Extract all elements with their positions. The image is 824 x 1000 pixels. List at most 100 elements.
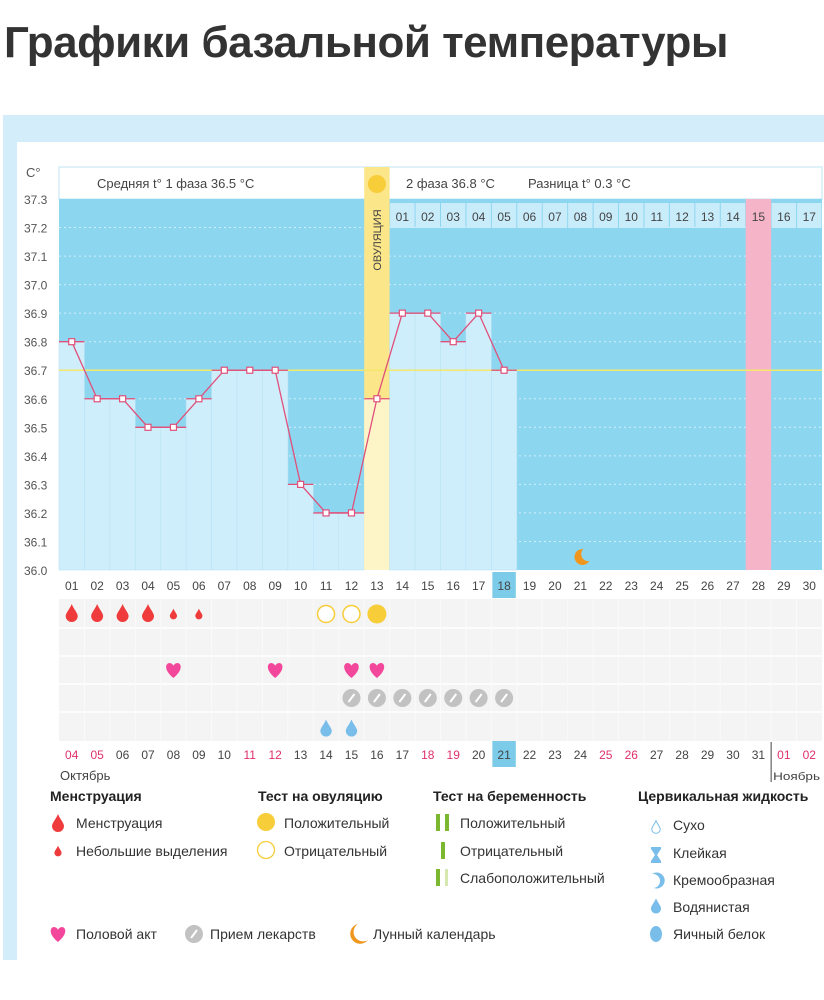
cycle-day-label: 04 [141,579,155,593]
calendar-date-label: 07 [141,748,155,762]
legend-preg-positive-icon-2 [445,814,449,831]
cycle-day-label: 03 [116,579,130,593]
legend-ov-negative: Отрицательный [284,843,388,859]
pill-score [449,693,458,703]
temperature-bar [440,341,467,571]
legend-sticky: Клейкая [673,845,727,861]
cycle-day-label: 11 [320,579,333,593]
legend-dry-icon [651,819,661,834]
temperature-bar [135,427,162,571]
calendar-date-label: 29 [701,748,715,762]
calendar-date-label: 23 [548,748,562,762]
cycle-day-label: 25 [675,579,689,593]
calendar-date-label: 01 [777,748,791,762]
temperature-point [347,509,356,517]
calendar-date-label: 20 [472,748,486,762]
phase2-day-cell [720,203,746,228]
phase2-day-cell [619,203,644,228]
calendar-date-label: 13 [294,748,308,762]
phase2-day-cell [568,203,593,228]
phase2-day-cell [517,203,542,228]
phase2-day-label: 06 [523,210,537,224]
ovulation-test-negative-icon [316,604,336,624]
calendar-date-label: 25 [599,748,613,762]
highlighted-phase2-day-column [745,199,772,570]
legend-menstruation-icon [52,814,64,832]
calendar-date-label: 04 [65,748,79,762]
legend-ov-positive-icon [257,813,275,831]
temperature-point [424,309,432,317]
legend-menstruation: Менструация [76,815,163,831]
calendar-date-label: 24 [574,748,588,762]
pill-score [398,693,407,703]
phase2-day-label: 07 [548,210,562,224]
cycle-day-label: 08 [243,579,257,593]
temperature-bar [211,369,238,571]
calendar-date-label: 16 [370,748,384,762]
pill-score [347,693,356,703]
temperature-point [297,480,305,488]
temperature-point [195,395,203,403]
temperature-point [144,423,152,431]
calendar-date-label: 19 [447,748,461,762]
y-tick-label: 36.8 [24,336,48,350]
calendar-date-label: 21 [497,748,511,762]
phase2-day-label: 08 [574,210,588,224]
temperature-bar [160,427,187,571]
phase2-day-cell [746,203,771,228]
phase2-day-label: 10 [625,210,639,224]
y-tick-label: 36.5 [24,421,48,435]
calendar-date-label: 30 [726,748,740,762]
phase2-day-label: 13 [701,210,715,224]
temperature-bar [364,398,390,570]
legend-moon: Лунный календарь [373,926,496,942]
calendar-date-label: 05 [90,748,104,762]
moon-icon [574,548,590,565]
legend-menstruation-title: Менструация [50,788,142,804]
legend-spotting: Небольшие выделения [76,843,228,859]
legend-watery-icon [650,898,662,914]
cervical-watery-icon [320,719,332,737]
legend-egg-white: Яичный белок [673,926,766,942]
calendar-date-label: 06 [116,748,130,762]
legend-cervical-title: Цервикальная жидкость [638,788,809,804]
ovulation-test-positive-icon [367,604,387,624]
cycle-day-label: 07 [218,579,232,593]
legend-preg-positive: Положительный [460,815,566,831]
temperature-point [118,395,127,403]
legend-preg-negative-icon [441,842,445,859]
phase2-day-cell [695,203,720,228]
calendar-date-label: 17 [396,748,410,762]
spotting-drop-icon [169,608,178,620]
cycle-day-label: 28 [752,579,766,593]
y-tick-label: 36.1 [24,535,48,549]
intercourse-heart-icon [166,663,181,678]
cycle-day-label: 16 [447,579,461,593]
phase2-day-label: 05 [497,210,511,224]
month-label: Ноябрь [773,771,820,783]
page-title: Графики базальной температуры [4,18,729,67]
cycle-day-label: 05 [167,579,181,593]
legend-egg-white-icon [650,926,662,942]
intercourse-heart-icon [369,663,385,678]
phase2-day-cell [669,203,695,228]
phase2-day-label: 03 [447,210,461,224]
phase2-day-label: 14 [726,210,740,224]
temperature-line [71,311,505,514]
y-tick-label: 36.3 [24,478,48,492]
phase2-day-label: 01 [396,210,410,224]
legend-creamy: Кремообразная [673,872,775,888]
pill-score [423,693,432,703]
temperature-point [322,509,330,517]
menstruation-drop-icon [91,604,104,622]
legend-preg-weak-icon [436,869,440,886]
cycle-day-label: 30 [803,579,817,593]
calendar-date-label: 09 [192,748,206,762]
legend-sticky-icon [651,847,661,863]
cycle-day-label: 27 [726,579,740,593]
cycle-day-label: 22 [599,579,613,593]
menstruation-drop-icon [116,604,129,622]
legend-preg-weak: Слабоположительный [460,870,605,886]
phase2-day-label: 12 [675,210,689,224]
calendar-date-label: 08 [167,748,181,762]
